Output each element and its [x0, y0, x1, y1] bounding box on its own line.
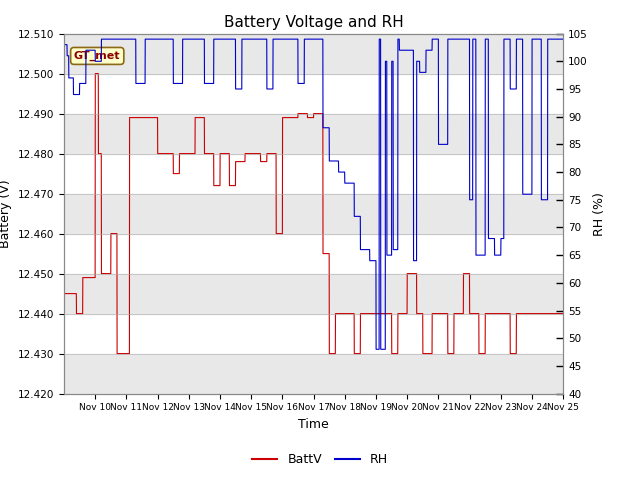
Y-axis label: RH (%): RH (%): [593, 192, 606, 236]
X-axis label: Time: Time: [298, 418, 329, 431]
Bar: [64, 193, 563, 234]
Title: Battery Voltage and RH: Battery Voltage and RH: [224, 15, 403, 30]
Text: GT_met: GT_met: [74, 51, 120, 61]
Bar: [64, 34, 563, 73]
Bar: [64, 114, 563, 154]
Bar: [64, 274, 563, 313]
Y-axis label: Battery (V): Battery (V): [0, 180, 12, 248]
Legend: BattV, RH: BattV, RH: [248, 448, 392, 471]
Bar: [64, 354, 563, 394]
